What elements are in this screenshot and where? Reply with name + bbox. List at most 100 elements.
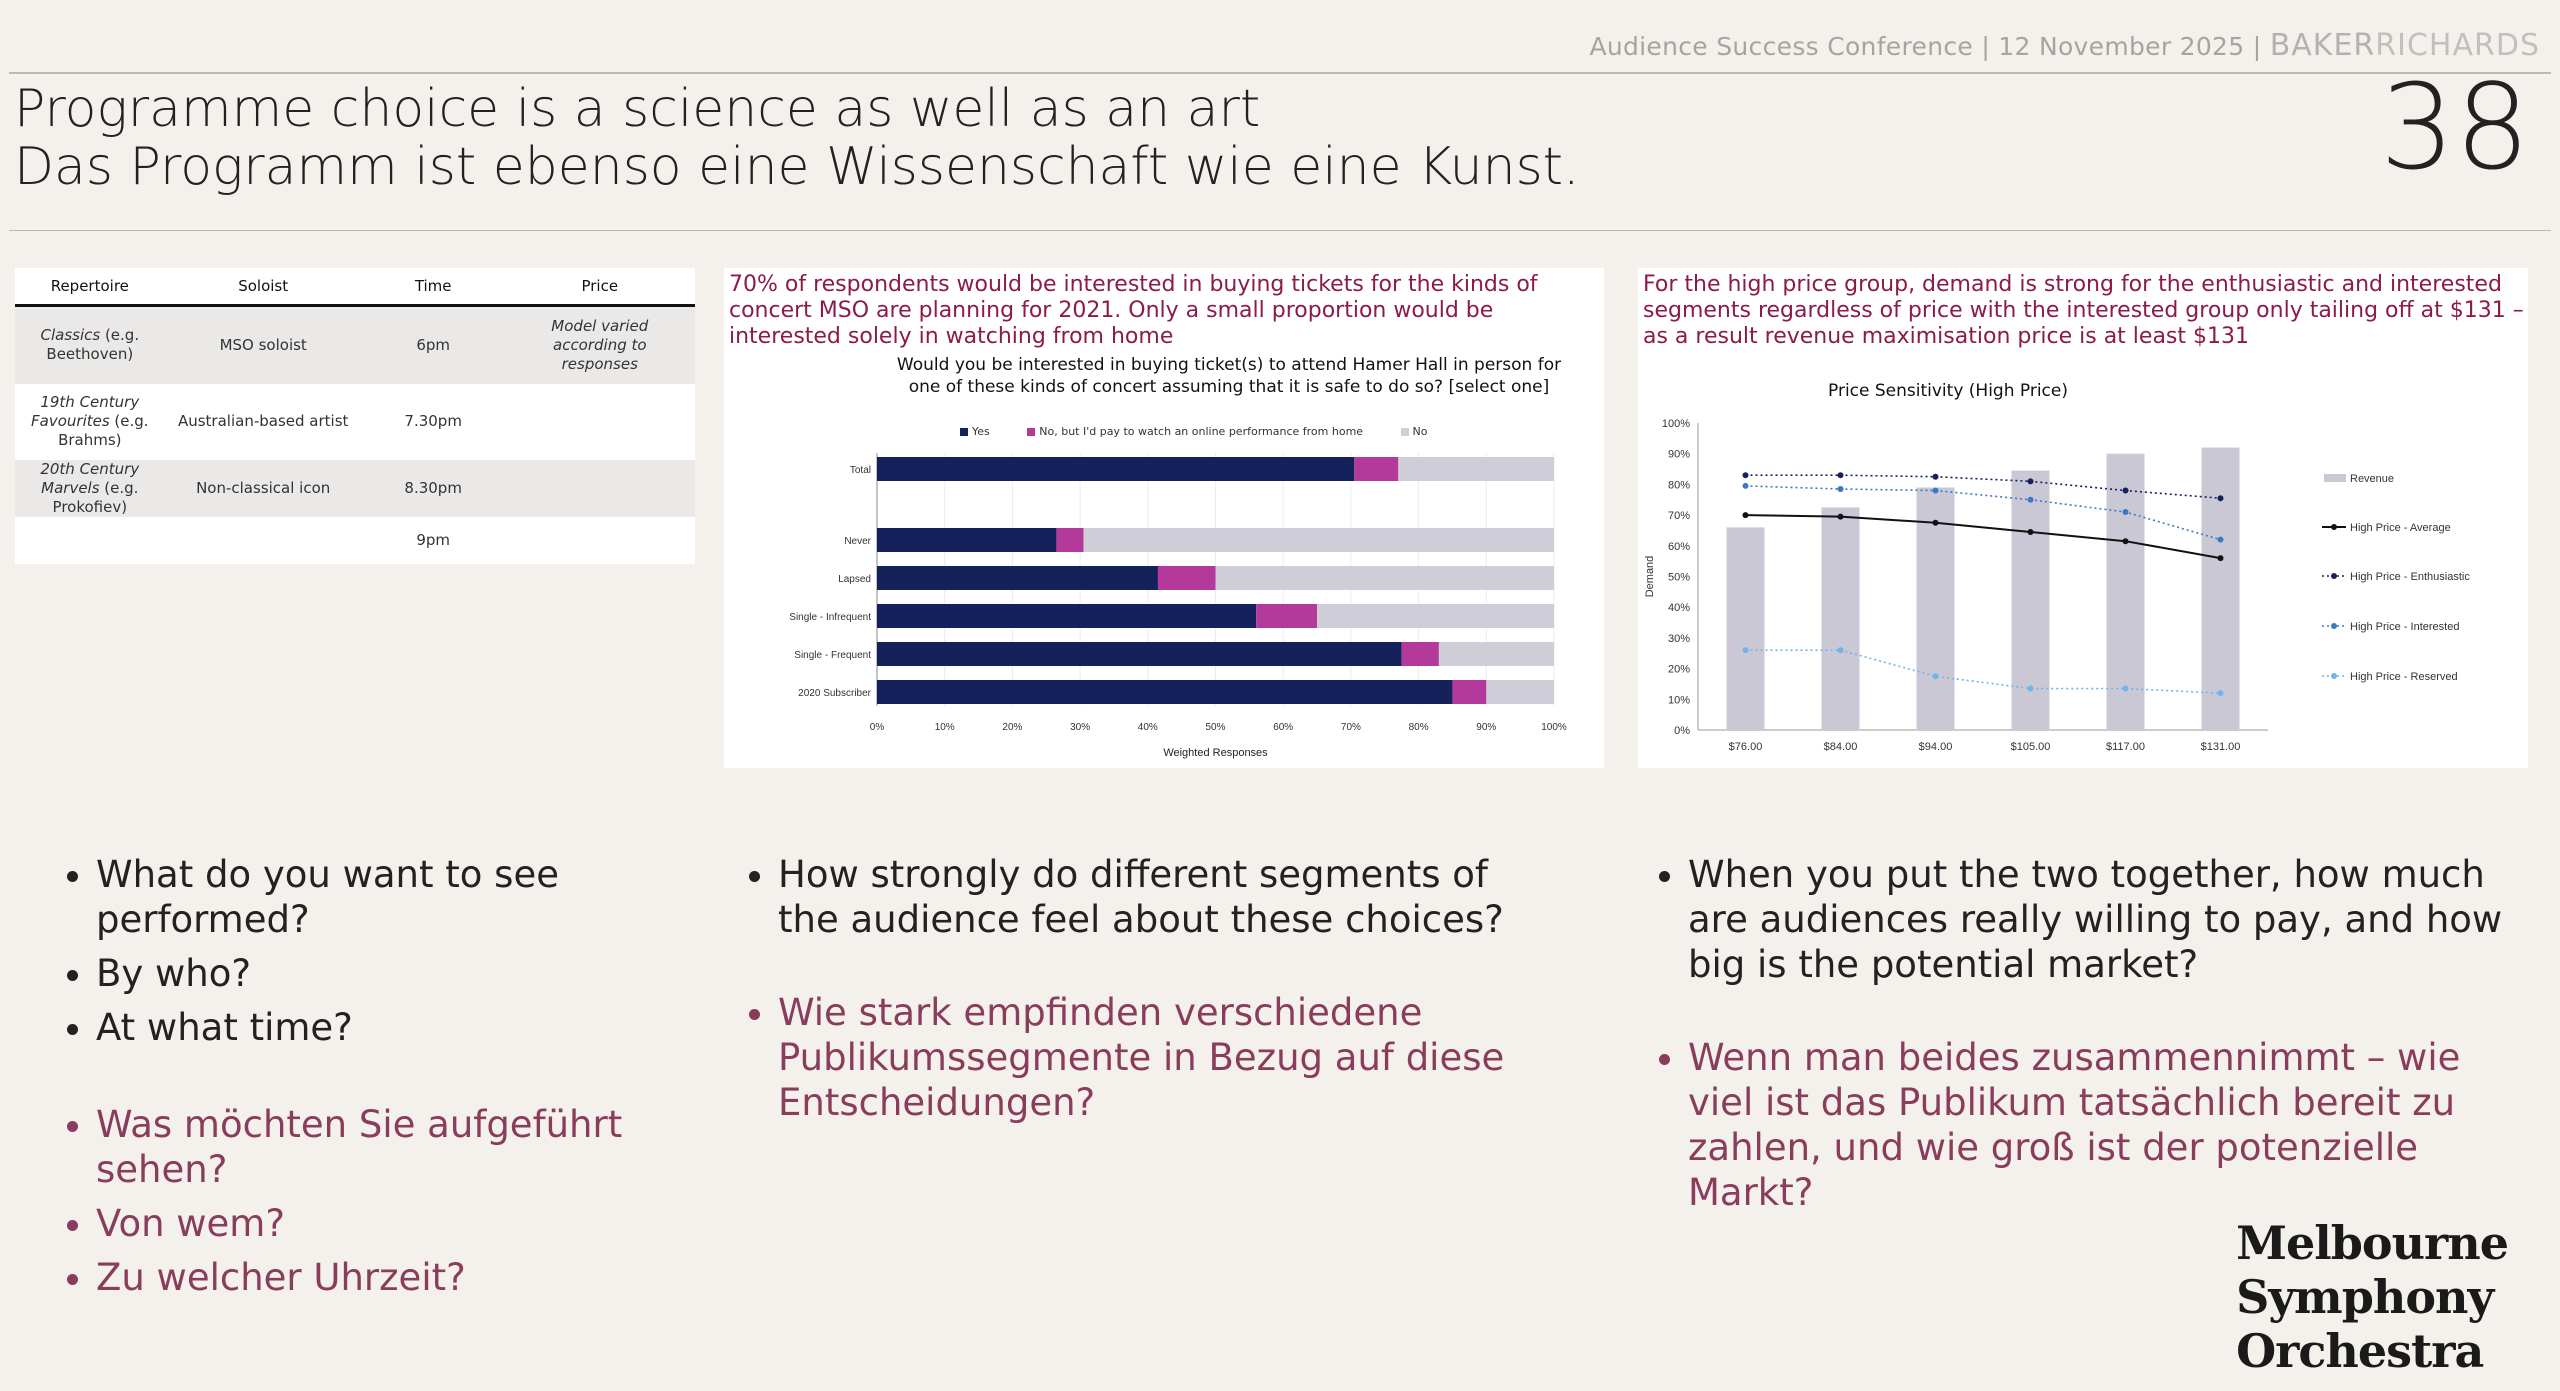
table-row: 9pm	[15, 517, 695, 565]
cell-time: 9pm	[416, 531, 451, 549]
bar-segment	[1438, 642, 1554, 666]
series-point	[1837, 513, 1844, 520]
series-line	[1745, 474, 2221, 500]
legend-swatch	[2324, 474, 2346, 482]
x-tick-label: 10%	[935, 722, 955, 733]
revenue-bar	[1726, 527, 1765, 730]
y-tick-label: 40%	[1668, 602, 1690, 614]
revenue-bar	[2201, 447, 2240, 730]
bar-segment	[877, 642, 1402, 666]
bar-segment	[877, 604, 1257, 628]
bar-segment	[1317, 604, 1554, 628]
x-tick-label: 30%	[1070, 722, 1090, 733]
bullet-de: Was möchten Sie aufgeführt sehen?	[96, 1102, 664, 1192]
cell-time: 7.30pm	[404, 412, 462, 430]
table-row: Classics (e.g. Beethoven) MSO soloist 6p…	[15, 305, 695, 384]
bar-segment	[877, 680, 1453, 704]
series-point	[1932, 519, 1939, 526]
bullet-de: Zu welcher Uhrzeit?	[96, 1255, 664, 1300]
title-line-de: Das Programm ist ebenso eine Wissenschaf…	[14, 137, 1580, 197]
survey-chart-panel: 70% of respondents would be interested i…	[724, 268, 1604, 768]
bullet-en: When you put the two together, how much …	[1688, 852, 2506, 987]
bullets-col-2: How strongly do different segments of th…	[696, 852, 1526, 1125]
y-axis-title: Demand	[1644, 556, 1656, 598]
table-row: 19th Century Favourites (e.g. Brahms) Au…	[15, 384, 695, 460]
col-header-soloist: Soloist	[164, 268, 362, 307]
bar-segment	[1401, 642, 1439, 666]
x-tick-label: $76.00	[1729, 741, 1763, 753]
y-tick-label: 30%	[1668, 633, 1690, 645]
bar-segment	[1354, 457, 1399, 481]
bar-segment	[1215, 566, 1554, 590]
bullets-col-3: When you put the two together, how much …	[1606, 852, 2506, 1215]
cell-repertoire: 19th Century Favourites (e.g. Brahms)	[31, 393, 149, 449]
bar-segment	[877, 457, 1355, 481]
cell-repertoire	[15, 517, 165, 565]
legend-marker	[2331, 524, 2337, 530]
cell-soloist: MSO soloist	[164, 305, 362, 384]
brand-logo: BAKERRICHARDS	[2269, 28, 2540, 63]
price-caption: For the high price group, demand is stro…	[1643, 272, 2524, 349]
legend-label: Revenue	[2350, 473, 2394, 485]
series-point	[2027, 685, 2034, 692]
programme-table: Repertoire Soloist Time Price Classics (…	[15, 268, 695, 565]
series-line	[1745, 485, 2221, 541]
bar-segment	[1056, 528, 1084, 552]
series-line	[1745, 649, 2221, 694]
series-point	[1932, 673, 1939, 680]
header-bar: Audience Success Conference | 12 Novembe…	[1589, 28, 2540, 63]
cell-price	[505, 384, 695, 460]
series-point	[2217, 495, 2224, 502]
bullet-en: By who?	[96, 951, 664, 996]
x-tick-label: 80%	[1409, 722, 1429, 733]
series-point	[1742, 482, 1749, 489]
cell-price: Model varied according to responses	[504, 305, 695, 384]
legend-label: High Price - Enthusiastic	[2350, 571, 2470, 583]
category-label: Lapsed	[838, 574, 871, 585]
legend-marker	[2331, 573, 2337, 579]
series-point	[1837, 647, 1844, 654]
survey-caption: 70% of respondents would be interested i…	[729, 272, 1538, 349]
category-label: Total	[850, 465, 871, 476]
cell-repertoire: 20th Century Marvels (e.g. Prokofiev)	[15, 459, 165, 517]
price-sensitivity-chart: 0% 10% 20% 30% 40% 50% 60% 70% 80% 90% 100% Demand $…	[1644, 418, 2470, 753]
event-label: Audience Success Conference | 12 Novembe…	[1589, 32, 2245, 61]
x-tick-label: $84.00	[1824, 741, 1858, 753]
bullet-en: What do you want to see performed?	[96, 852, 664, 942]
x-tick-label: 90%	[1476, 722, 1496, 733]
title-line-en: Programme choice is a science as well as…	[14, 79, 1261, 139]
x-tick-label: 0%	[870, 722, 885, 733]
legend-item-online: No, but I'd pay to watch an online perfo…	[1027, 425, 1363, 438]
x-tick-label: 70%	[1341, 722, 1361, 733]
series-point	[1742, 512, 1749, 519]
series-point	[1932, 487, 1939, 494]
series-point	[2122, 685, 2129, 692]
cell-soloist: Non-classical icon	[164, 459, 362, 517]
bullet-de: Wenn man beides zusammennimmt – wie viel…	[1688, 1035, 2506, 1215]
title-rule	[9, 230, 2551, 231]
cell-time: 8.30pm	[361, 459, 505, 517]
x-tick-label: $94.00	[1919, 741, 1953, 753]
revenue-bar	[2106, 453, 2145, 730]
survey-chart-title: Would you be interested in buying ticket…	[896, 355, 1562, 397]
x-tick-label: $117.00	[2106, 741, 2145, 753]
category-label: Single - Infrequent	[789, 612, 871, 623]
revenue-bar	[1916, 487, 1955, 730]
top-rule	[9, 72, 2551, 74]
y-tick-label: 70%	[1668, 510, 1690, 522]
bullet-gap	[96, 1050, 664, 1102]
legend-item-no: No	[1400, 425, 1428, 438]
category-label: 2020 Subscriber	[798, 688, 871, 699]
table-header-row: Repertoire Soloist Time Price	[15, 268, 695, 307]
series-point	[2217, 555, 2224, 562]
series-point	[2122, 538, 2129, 545]
col-header-price: Price	[504, 268, 695, 307]
series-point	[2027, 478, 2034, 485]
y-tick-label: 0%	[1674, 725, 1690, 737]
x-tick-label: $105.00	[2011, 741, 2051, 753]
cell-price	[505, 517, 695, 565]
series-point	[2027, 496, 2034, 503]
header-separator: |	[2252, 32, 2262, 61]
mso-logo: Melbourne Symphony Orchestra	[2236, 1216, 2509, 1378]
y-tick-label: 80%	[1668, 479, 1690, 491]
